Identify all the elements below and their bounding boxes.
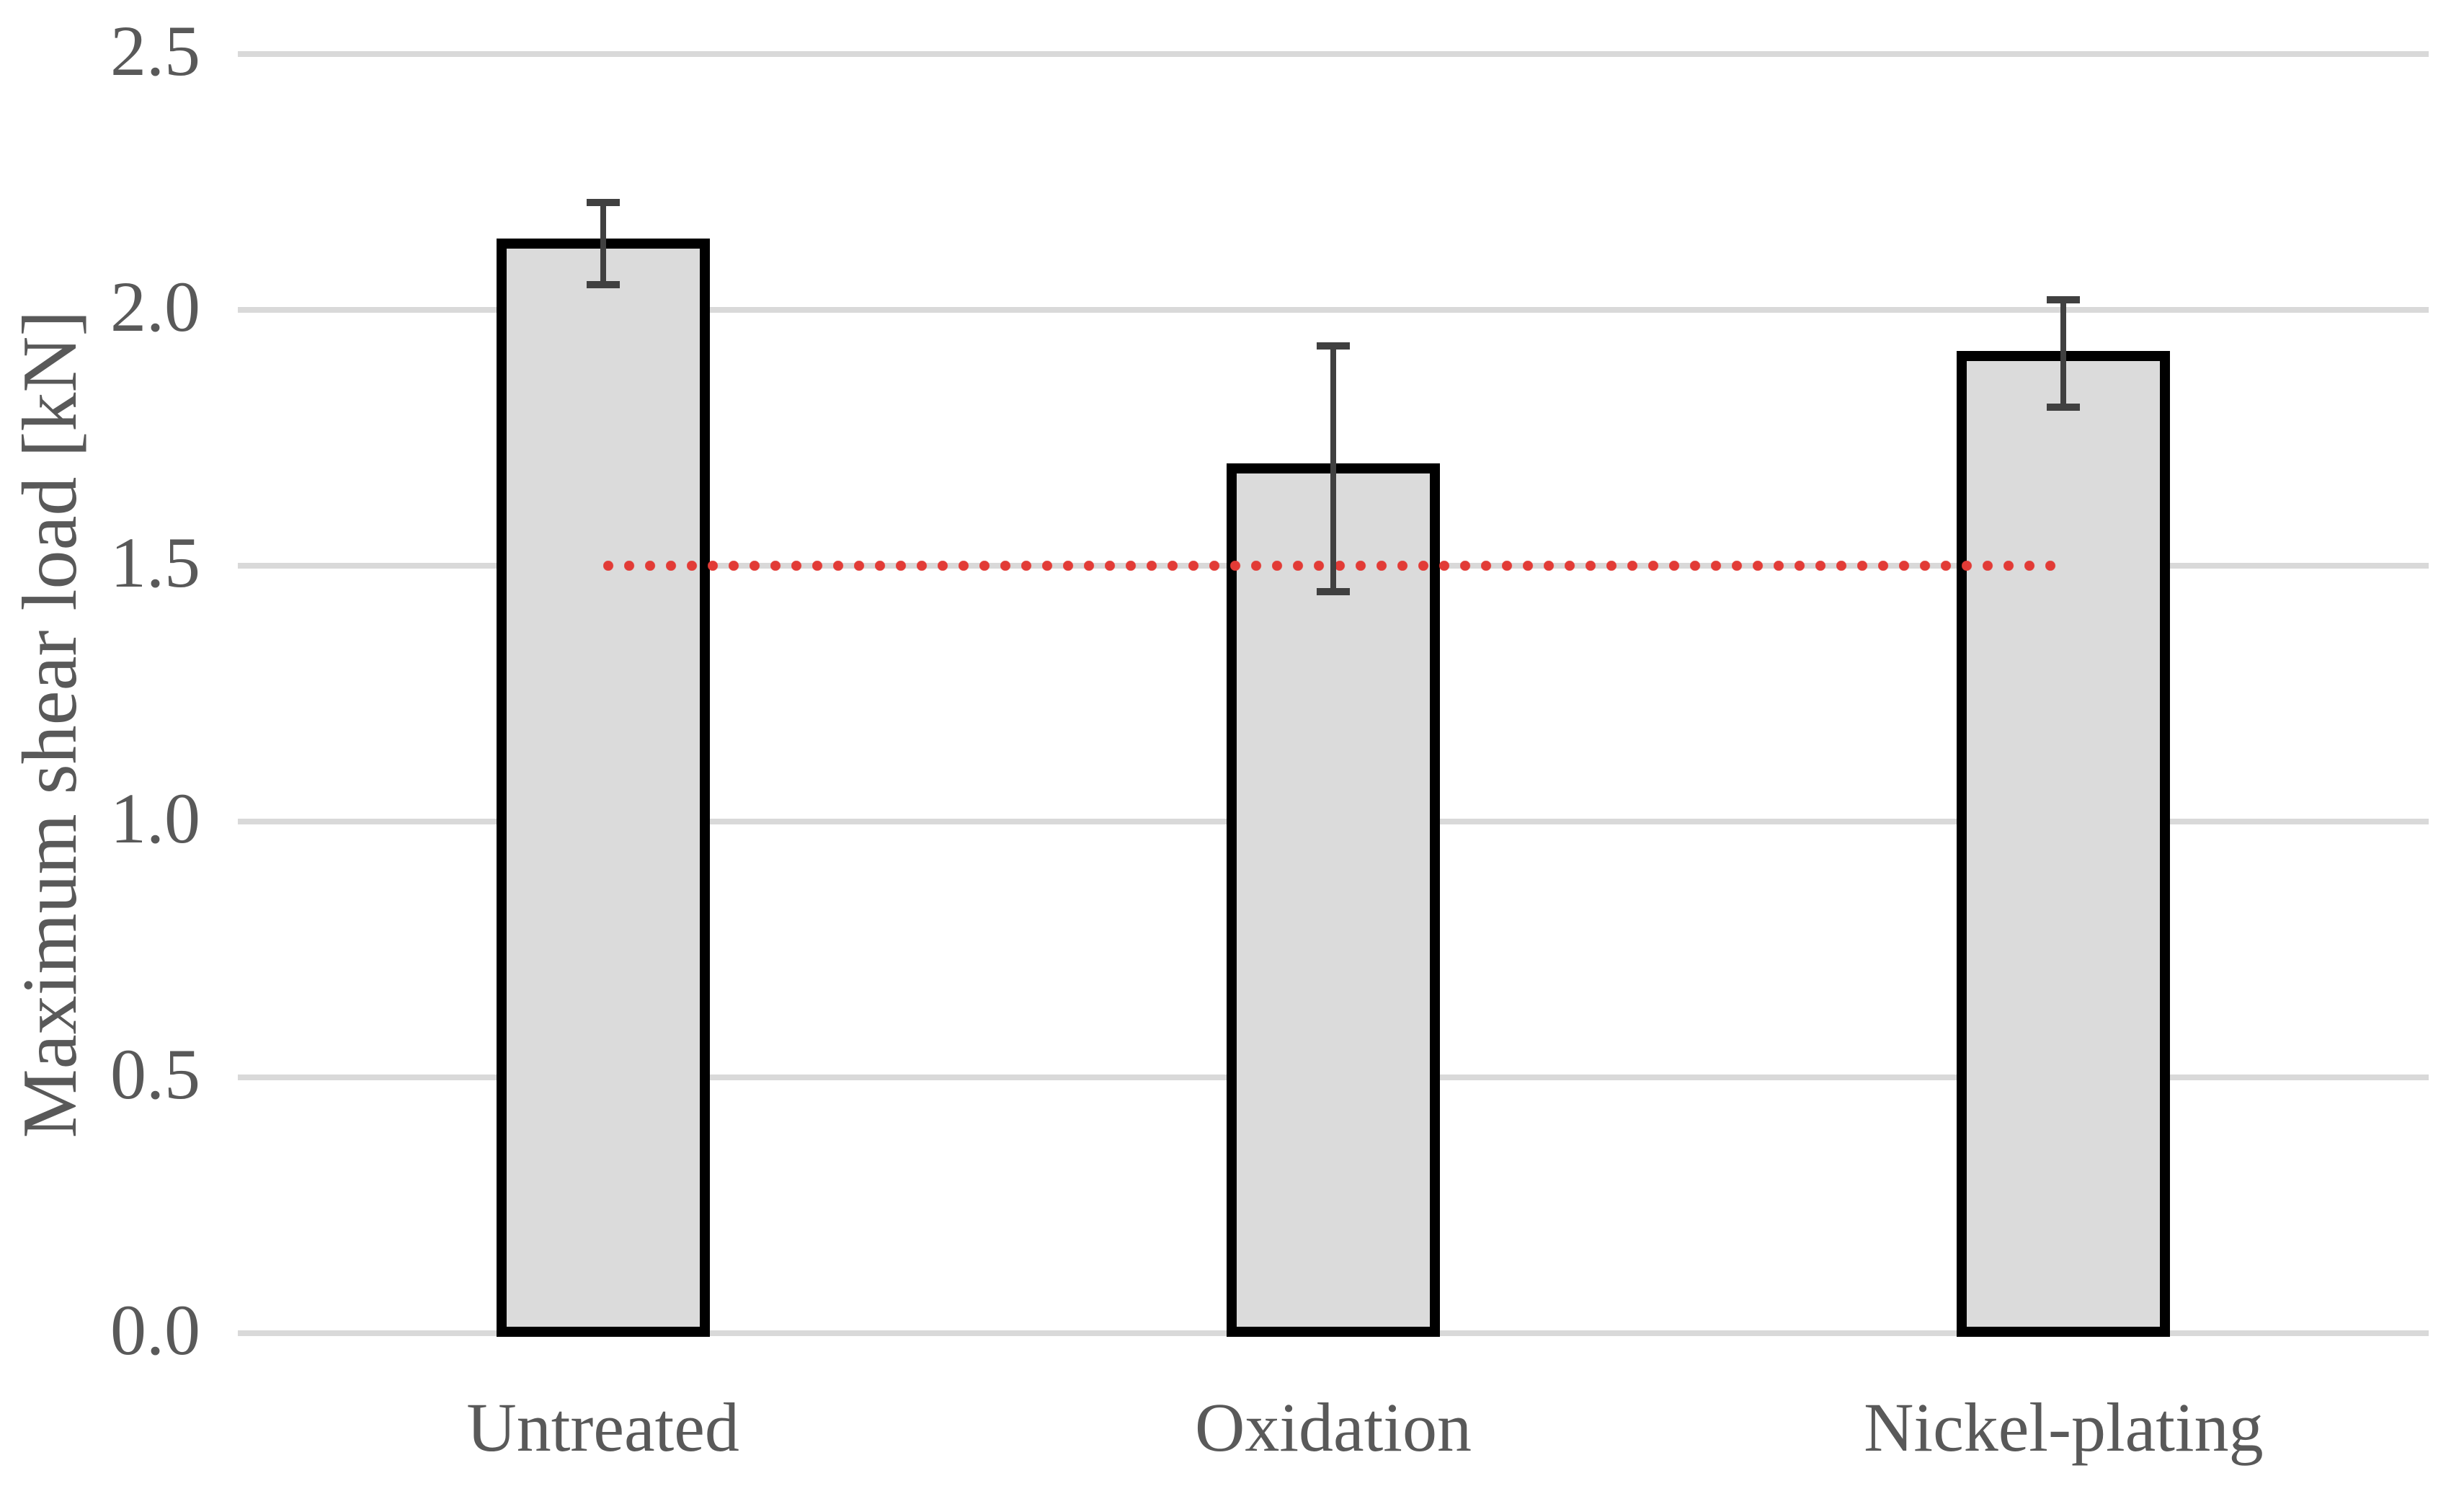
bar-untreated bbox=[496, 238, 710, 1337]
bar-oxidation bbox=[1227, 463, 1440, 1337]
error-bar bbox=[600, 202, 606, 285]
error-bar-top-cap bbox=[1317, 342, 1350, 350]
gridline bbox=[238, 51, 2429, 57]
error-bar-top-cap bbox=[2047, 295, 2081, 303]
error-bar-bottom-cap bbox=[586, 280, 620, 288]
y-tick-label: 2.0 bbox=[110, 266, 200, 347]
y-tick-label: 0.0 bbox=[110, 1289, 200, 1370]
x-category-label: Nickel-plating bbox=[1864, 1389, 2264, 1466]
x-category-label: Untreated bbox=[466, 1389, 739, 1466]
y-axis-title: Maximum shear load [kN] bbox=[7, 310, 93, 1139]
error-bar bbox=[2060, 299, 2067, 407]
y-tick-label: 2.5 bbox=[110, 10, 200, 91]
y-tick-label: 1.0 bbox=[110, 778, 200, 858]
x-category-label: Oxidation bbox=[1195, 1389, 1472, 1466]
error-bar-top-cap bbox=[586, 198, 620, 206]
error-bar-bottom-cap bbox=[1317, 587, 1350, 595]
error-bar bbox=[1330, 345, 1336, 592]
gridline bbox=[238, 307, 2429, 313]
bar-nickel-plating bbox=[1957, 350, 2171, 1337]
y-tick-label: 1.5 bbox=[110, 522, 200, 602]
y-tick-label: 0.5 bbox=[110, 1033, 200, 1114]
error-bar-bottom-cap bbox=[2047, 403, 2081, 411]
